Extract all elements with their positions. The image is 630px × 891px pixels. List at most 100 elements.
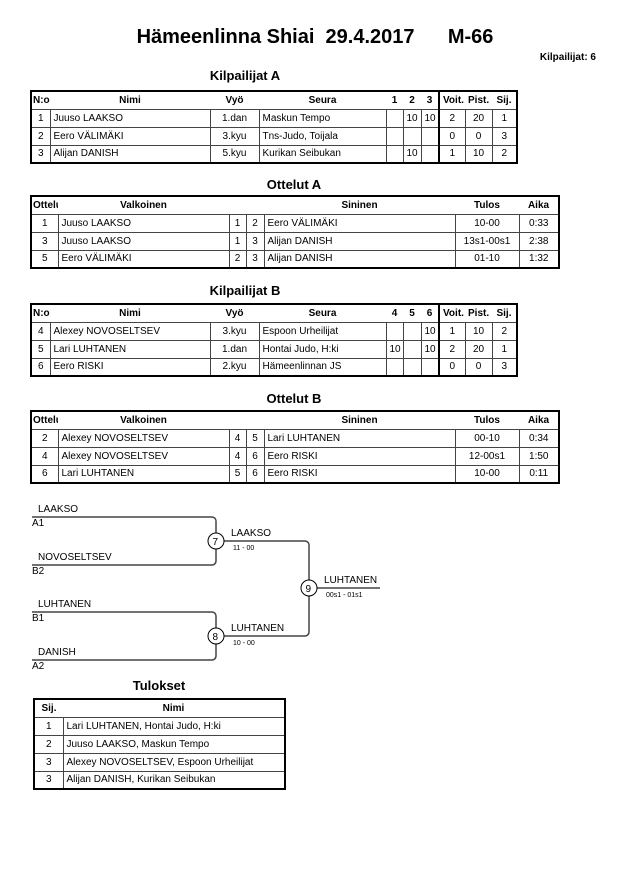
table-cell: 2 — [245, 213, 265, 233]
column-header: Sij. — [496, 307, 512, 319]
table-cell: 0:11 — [518, 464, 560, 484]
table-cell: 10 — [420, 339, 440, 359]
column-header: Aika — [527, 414, 550, 426]
table-cell: 20 — [464, 339, 493, 359]
table-cell: 5.kyu — [209, 144, 260, 164]
column-header: Valkoinen — [120, 414, 167, 426]
header-row: Ottelu Valkoinen Sininen Tulos Aika — [31, 196, 559, 214]
table-cell: 3 — [30, 231, 59, 251]
table-cell: 3 — [33, 770, 64, 790]
entrant-name: DANISH — [38, 647, 76, 658]
table-cell — [385, 126, 404, 146]
entrant-name: LAAKSO — [38, 504, 78, 515]
table-cell: 5 — [30, 249, 59, 269]
column-header: Tulos — [474, 199, 500, 211]
table-cell: 2 — [33, 734, 64, 754]
table-cell: 12-00s1 — [454, 446, 520, 466]
column-header: 4 — [391, 307, 398, 319]
table-cell: Alexey NOVOSELTSEV — [57, 446, 230, 466]
table-cell: Maskun Tempo — [258, 108, 387, 128]
table-cell — [402, 339, 422, 359]
table-cell: 20 — [464, 108, 493, 128]
table-row: 3 Alijan DANISH 5.kyu Kurikan Seibukan 10 1 10… — [30, 144, 518, 164]
table-row: 3 Alexey NOVOSELTSEV, Espoon Urheilijat — [33, 752, 286, 772]
matches-a-title: Ottelut A — [266, 177, 322, 192]
column-header: 1 — [391, 94, 398, 106]
table-cell: Eero RISKI — [263, 446, 456, 466]
entrant-name: NOVOSELTSEV — [38, 552, 112, 563]
table-cell — [385, 144, 404, 164]
table-cell: 00-10 — [454, 428, 520, 448]
table-cell: Alexey NOVOSELTSEV — [49, 321, 211, 341]
table-cell: Juuso LAAKSO, Maskun Tempo — [62, 734, 286, 754]
table-cell: 0:34 — [518, 428, 560, 448]
header-row: Ottelu Valkoinen Sininen Tulos Aika — [31, 411, 559, 429]
table-cell: Eero VÄLIMÄKI — [49, 126, 211, 146]
table-cell: 1.dan — [209, 339, 260, 359]
table-cell: 5 — [30, 339, 51, 359]
final-winner: LUHTANEN — [324, 575, 377, 586]
match-number: 7 — [213, 537, 219, 548]
table-cell: Alijan DANISH, Kurikan Seibukan — [62, 770, 286, 790]
table-cell: Kurikan Seibukan — [258, 144, 387, 164]
final-score: 00s1 - 01s1 — [326, 592, 363, 599]
entrant-seed: B1 — [32, 613, 45, 624]
semi-winner: LAAKSO — [231, 528, 271, 539]
pool-a-table: N:o Nimi Vyö Seura 1 2 3 Voit. Pist. Sij. 1 Juuso L… — [30, 90, 518, 164]
table-cell: 10 — [464, 321, 493, 341]
table-cell: 1 — [228, 213, 247, 233]
table-cell: 2 — [30, 126, 51, 146]
column-header: Sininen — [341, 199, 378, 211]
table-cell: 5 — [245, 428, 265, 448]
table-cell: Hontai Judo, H:ki — [258, 339, 387, 359]
table-cell — [402, 321, 422, 341]
table-cell: 4 — [30, 446, 59, 466]
table-cell: 3 — [491, 126, 518, 146]
table-cell: 4 — [30, 321, 51, 341]
page-title: Hämeenlinna Shiai 29.4.2017 M-66 — [136, 26, 494, 48]
table-cell: 4 — [228, 446, 247, 466]
table-cell: Juuso LAAKSO — [49, 108, 211, 128]
table-cell — [385, 108, 404, 128]
table-cell — [385, 357, 404, 377]
table-row: 1 Juuso LAAKSO 1.dan Maskun Tempo 10 10 2 20 1 — [30, 108, 518, 128]
table-cell: 1 — [438, 144, 466, 164]
column-header: Seura — [308, 307, 337, 319]
table-cell: 2 — [491, 144, 518, 164]
table-cell: Alijan DANISH — [263, 249, 456, 269]
column-header: 6 — [426, 307, 433, 319]
table-cell: 3 — [30, 144, 51, 164]
table-cell: 1.dan — [209, 108, 260, 128]
table-cell — [420, 357, 440, 377]
column-header: Ottelu — [33, 199, 58, 211]
table-cell: Lari LUHTANEN, Hontai Judo, H:ki — [62, 716, 286, 736]
table-cell: 1 — [438, 321, 466, 341]
table-row: 3 Juuso LAAKSO 1 3 Alijan DANISH 13s1-00s1 2:3… — [30, 231, 560, 251]
results-title: Tulokset — [132, 678, 186, 693]
table-cell: 4 — [228, 428, 247, 448]
column-header: Sininen — [341, 414, 378, 426]
column-header: Seura — [308, 94, 337, 106]
table-cell: Alijan DANISH — [263, 231, 456, 251]
table-cell: 3 — [491, 357, 518, 377]
table-cell: 3 — [245, 249, 265, 269]
table-cell: Hämeenlinnan JS — [258, 357, 387, 377]
column-header: Nimi — [162, 702, 185, 714]
header-row: Sij. Nimi — [34, 699, 285, 717]
table-row: 2 Alexey NOVOSELTSEV 4 5 Lari LUHTANEN 00-10 0… — [30, 428, 560, 448]
table-cell: 2.kyu — [209, 357, 260, 377]
table-cell: 2 — [438, 339, 466, 359]
table-row: 2 Eero VÄLIMÄKI 3.kyu Tns-Judo, Toijala 0 0 3 — [30, 126, 518, 146]
table-cell: Eero RISKI — [263, 464, 456, 484]
column-header: Valkoinen — [120, 199, 167, 211]
table-cell: 1 — [491, 339, 518, 359]
table-cell: 2 — [438, 108, 466, 128]
table-cell: 6 — [245, 446, 265, 466]
table-cell: Espoon Urheilijat — [258, 321, 387, 341]
table-row: 4 Alexey NOVOSELTSEV 3.kyu Espoon Urheilija… — [30, 321, 518, 341]
competitors-count: Kilpailijat: 6 — [539, 52, 596, 63]
table-row: 5 Lari LUHTANEN 1.dan Hontai Judo, H:ki 10 10… — [30, 339, 518, 359]
match-number: 9 — [306, 584, 312, 595]
table-cell: 10 — [464, 144, 493, 164]
